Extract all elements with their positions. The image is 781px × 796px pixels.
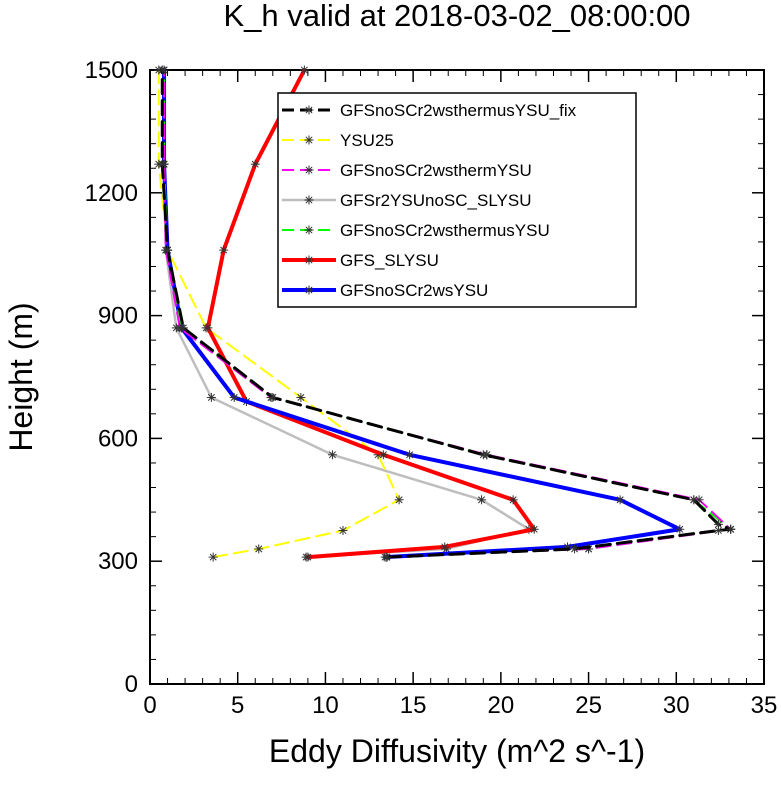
y-tick-label: 0 — [125, 671, 138, 698]
x-tick-label: 35 — [751, 692, 778, 719]
legend-items: GFSnoSCr2wsthermusYSU_fix YSU25 GFSnoSCr2w… — [282, 101, 577, 300]
series-line — [205, 68, 537, 560]
data-point — [157, 159, 167, 169]
series-GFS_SLYSU — [203, 65, 539, 562]
legend-item: YSU25 — [282, 131, 394, 150]
data-point — [203, 323, 213, 333]
data-point — [327, 450, 337, 460]
major-ticks — [149, 69, 765, 685]
y-tick-label: 1500 — [85, 57, 138, 84]
data-point — [675, 524, 685, 534]
x-tick-label: 15 — [400, 692, 427, 719]
series-GFSnoSCr2wsthermusYSU_fix — [157, 65, 736, 562]
data-point — [163, 245, 173, 255]
data-point — [382, 552, 392, 562]
data-point — [254, 544, 264, 554]
series-line — [160, 68, 733, 559]
data-point — [219, 245, 229, 255]
legend-marker — [304, 135, 314, 145]
series-line — [157, 69, 401, 559]
legend-item: GFSnoSCr2wsYSU — [282, 281, 488, 300]
data-point — [440, 542, 450, 552]
data-point — [394, 495, 404, 505]
minor-ticks — [150, 70, 764, 684]
data-point — [268, 392, 278, 402]
x-tick-label: 10 — [312, 692, 339, 719]
data-point — [178, 323, 188, 333]
data-point — [477, 495, 487, 505]
legend-marker — [304, 105, 314, 115]
legend-label: GFSnoSCr2wsthermusYSU_fix — [340, 101, 577, 120]
data-point — [206, 392, 216, 402]
data-point — [726, 524, 736, 534]
legend-item: GFS_SLYSU — [282, 251, 439, 270]
data-point — [570, 544, 580, 554]
data-point — [713, 519, 723, 529]
data-point — [303, 552, 313, 562]
legend-item: GFSnoSCr2wsthermusYSU — [282, 221, 550, 240]
y-axis-title: Height (m) — [3, 302, 39, 451]
legend-label: GFS_SLYSU — [340, 251, 439, 270]
legend-box — [277, 92, 637, 308]
legend-label: GFSnoSCr2wsthermusYSU — [340, 221, 550, 240]
data-point — [296, 392, 306, 402]
data-point — [478, 450, 488, 460]
y-tick-labels: 0 300 600 900 1200 1500 — [85, 57, 138, 698]
legend-marker — [304, 255, 314, 265]
data-point — [208, 552, 218, 562]
plot-frame — [149, 69, 765, 685]
data-point — [338, 526, 348, 535]
legend-item: GFSr2YSUnoSC_SLYSU — [282, 191, 531, 210]
legend-item: GFSnoSCr2wsthermusYSU_fix — [282, 101, 577, 120]
data-point — [299, 65, 309, 75]
legend-marker — [304, 165, 314, 175]
x-tick-label: 20 — [488, 692, 515, 719]
y-tick-label: 300 — [98, 548, 138, 575]
legend-marker — [304, 285, 314, 295]
legend-label: YSU25 — [340, 131, 394, 150]
x-axis-title: Eddy Diffusivity (m^2 s^-1) — [269, 733, 645, 769]
data-point — [405, 450, 415, 460]
x-tick-label: 30 — [663, 692, 690, 719]
data-point — [689, 495, 699, 505]
y-tick-label: 600 — [98, 425, 138, 452]
x-tick-label: 5 — [231, 692, 244, 719]
chart-title: K_h valid at 2018-03-02_08:00:00 — [223, 0, 690, 33]
legend-marker — [304, 195, 314, 205]
legend-label: GFSr2YSUnoSC_SLYSU — [340, 191, 531, 210]
legend-marker — [304, 225, 314, 235]
data-point — [508, 495, 518, 505]
data-point — [229, 392, 239, 402]
legend-label: GFSnoSCr2wsthermYSU — [340, 161, 532, 180]
legend: GFSnoSCr2wsthermusYSU_fix YSU25 GFSnoSCr2w… — [277, 92, 637, 308]
data-point — [157, 65, 167, 75]
data-point — [529, 524, 539, 534]
legend-label: GFSnoSCr2wsYSU — [340, 281, 488, 300]
y-tick-label: 900 — [98, 303, 138, 330]
data-point — [250, 159, 260, 169]
legend-item: GFSnoSCr2wsthermYSU — [282, 161, 532, 180]
data-point — [378, 450, 388, 460]
data-point — [615, 495, 625, 505]
x-tick-labels: 0 5 10 15 20 25 30 35 — [143, 692, 777, 719]
x-tick-label: 0 — [143, 692, 156, 719]
series-layer — [154, 65, 736, 562]
y-tick-label: 1200 — [85, 180, 138, 207]
x-tick-label: 25 — [575, 692, 602, 719]
